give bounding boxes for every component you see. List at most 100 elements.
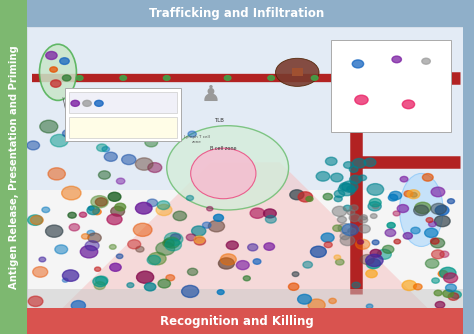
FancyBboxPatch shape (27, 289, 463, 308)
Circle shape (435, 302, 445, 308)
Circle shape (355, 95, 368, 105)
Circle shape (402, 280, 417, 291)
Circle shape (156, 242, 175, 255)
Circle shape (356, 239, 370, 249)
Circle shape (334, 255, 341, 260)
Circle shape (62, 186, 81, 200)
Circle shape (425, 228, 438, 237)
Circle shape (443, 290, 454, 297)
Circle shape (55, 245, 68, 254)
Circle shape (136, 158, 153, 170)
Circle shape (390, 191, 401, 200)
Circle shape (342, 224, 358, 235)
Circle shape (85, 241, 99, 250)
Circle shape (220, 254, 236, 265)
Circle shape (163, 239, 174, 247)
Circle shape (63, 75, 71, 81)
FancyBboxPatch shape (0, 0, 27, 334)
FancyBboxPatch shape (331, 40, 451, 132)
Circle shape (145, 283, 156, 291)
FancyBboxPatch shape (292, 68, 303, 76)
Circle shape (308, 299, 325, 311)
Circle shape (426, 218, 433, 222)
Circle shape (392, 56, 401, 63)
Circle shape (400, 176, 408, 182)
Circle shape (435, 205, 449, 215)
Circle shape (202, 222, 211, 228)
Circle shape (393, 211, 400, 216)
FancyBboxPatch shape (463, 0, 474, 334)
Circle shape (333, 225, 342, 231)
Circle shape (338, 223, 351, 233)
Circle shape (214, 214, 224, 221)
Circle shape (377, 249, 392, 259)
Circle shape (364, 158, 376, 167)
Circle shape (164, 75, 170, 80)
Circle shape (95, 100, 103, 106)
Circle shape (303, 262, 312, 268)
Circle shape (290, 190, 304, 200)
Circle shape (104, 152, 118, 161)
FancyBboxPatch shape (69, 117, 177, 138)
Circle shape (147, 255, 161, 265)
Circle shape (42, 207, 50, 212)
Circle shape (147, 199, 158, 207)
Circle shape (117, 178, 125, 184)
Circle shape (250, 208, 264, 218)
Text: TLB: TLB (214, 118, 224, 123)
Circle shape (448, 293, 459, 300)
Circle shape (102, 147, 109, 152)
Circle shape (428, 221, 436, 227)
Circle shape (224, 75, 231, 80)
Circle shape (410, 192, 417, 197)
Circle shape (298, 192, 312, 202)
Circle shape (182, 285, 199, 298)
Circle shape (350, 205, 358, 211)
Text: Antigen Release, Presentation and Priming: Antigen Release, Presentation and Primin… (9, 45, 19, 289)
Circle shape (111, 206, 125, 216)
Circle shape (343, 205, 352, 211)
Circle shape (95, 267, 100, 271)
Circle shape (397, 204, 409, 212)
Circle shape (337, 216, 346, 223)
Circle shape (334, 190, 345, 197)
Circle shape (450, 291, 461, 299)
Circle shape (357, 240, 364, 244)
Circle shape (217, 290, 224, 295)
Circle shape (340, 183, 351, 190)
Circle shape (360, 255, 374, 265)
Circle shape (69, 224, 80, 231)
Circle shape (207, 206, 213, 211)
Circle shape (30, 215, 43, 224)
Circle shape (109, 244, 116, 249)
Circle shape (165, 239, 182, 251)
Circle shape (358, 225, 370, 233)
Text: ♟: ♟ (200, 85, 220, 105)
Circle shape (27, 215, 43, 225)
Circle shape (372, 240, 379, 245)
Circle shape (99, 171, 110, 179)
Circle shape (127, 283, 134, 288)
Circle shape (80, 245, 98, 258)
Circle shape (188, 131, 196, 137)
Circle shape (68, 212, 76, 218)
Circle shape (407, 190, 420, 199)
Circle shape (369, 198, 381, 207)
Circle shape (321, 233, 334, 242)
FancyBboxPatch shape (27, 27, 463, 308)
Circle shape (188, 268, 198, 276)
Ellipse shape (167, 126, 289, 210)
Circle shape (367, 184, 383, 195)
Circle shape (446, 284, 456, 292)
Circle shape (324, 242, 332, 247)
Circle shape (334, 196, 342, 202)
Circle shape (88, 233, 101, 242)
Circle shape (316, 172, 330, 181)
Circle shape (265, 215, 276, 223)
Circle shape (444, 273, 457, 283)
FancyBboxPatch shape (27, 27, 463, 190)
Circle shape (347, 209, 355, 215)
Circle shape (166, 275, 174, 281)
Circle shape (323, 193, 332, 200)
Circle shape (136, 246, 144, 252)
